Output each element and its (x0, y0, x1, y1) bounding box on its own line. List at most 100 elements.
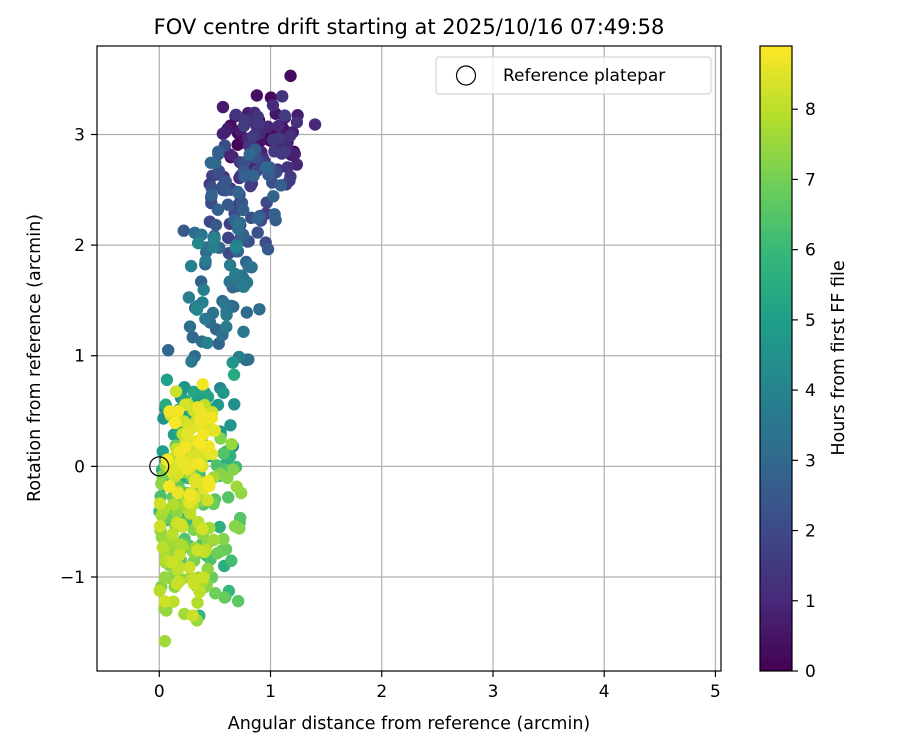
scatter-point (181, 427, 194, 441)
colorbar-tick-label: 8 (805, 100, 816, 120)
scatter-point (183, 488, 197, 502)
scatter-point (199, 312, 212, 326)
reference-platepar-point (149, 456, 170, 477)
colorbar-tick-label: 4 (805, 381, 816, 401)
scatter-point (308, 118, 322, 131)
scatter-point (272, 119, 285, 133)
scatter-point (170, 577, 184, 591)
scatter-point (207, 241, 220, 254)
scatter-point (230, 480, 243, 493)
x-axis-label: Angular distance from reference (arcmin) (228, 714, 591, 734)
scatter-point (186, 609, 200, 622)
scatter-point (219, 175, 232, 188)
colorbar-gradient (759, 45, 793, 672)
scatter-point (251, 212, 265, 225)
scatter-point (205, 411, 219, 425)
scatter-point (251, 226, 264, 239)
scatter-point (182, 291, 196, 304)
scatter-point (224, 419, 237, 432)
scatter-point (165, 555, 178, 569)
scatter-point (183, 320, 197, 333)
scatter-point (233, 216, 247, 229)
x-tick-label: 4 (599, 682, 610, 702)
scatter-point (216, 100, 230, 114)
scatter-point (171, 486, 185, 500)
x-tick-label: 3 (488, 682, 499, 702)
chart-title: FOV centre drift starting at 2025/10/16 … (154, 15, 665, 39)
legend-label: Reference platepar (503, 66, 665, 86)
scatter-point (221, 198, 235, 211)
scatter-point (209, 587, 222, 600)
scatter-point (211, 547, 224, 560)
scatter-point (219, 184, 232, 197)
scatter-point (207, 533, 220, 547)
x-tick-label: 5 (710, 682, 721, 702)
scatter-point (272, 132, 286, 145)
scatter-point (237, 280, 250, 293)
scatter-point (229, 108, 243, 121)
scatter-point (247, 169, 260, 183)
x-tick-label: 2 (376, 682, 387, 702)
scatter-point (290, 116, 304, 129)
scatter-point (167, 595, 180, 608)
scatter-point (242, 260, 255, 273)
scatter-point (212, 145, 225, 158)
scatter-point (194, 412, 207, 426)
colorbar-tick-label: 6 (805, 241, 816, 261)
legend-box (435, 56, 712, 95)
scatter-point (228, 520, 242, 533)
y-tick-label: 1 (74, 347, 85, 367)
colorbar-tick-label: 3 (805, 451, 816, 471)
scatter-point (191, 544, 204, 557)
scatter-point (275, 90, 289, 103)
scatter-point (208, 424, 221, 437)
scatter-point (158, 595, 171, 608)
plot-area-frame (96, 45, 722, 672)
scatter-point (225, 438, 238, 451)
scatter-point (222, 231, 235, 245)
scatter-point (225, 554, 238, 567)
scatter-point (253, 303, 266, 316)
scatter-point (192, 457, 205, 470)
scatter-point (226, 356, 239, 369)
scatter-point (220, 308, 233, 322)
scatter-point (240, 306, 254, 319)
scatter-point (237, 325, 250, 338)
scatter-point (173, 548, 186, 561)
scatter-point (177, 224, 190, 237)
scatter-point (244, 179, 257, 193)
colorbar-tick-label: 7 (805, 170, 816, 190)
scatter-point (183, 507, 197, 520)
scatter-point (231, 594, 245, 608)
legend-marker-open-circle (455, 65, 477, 86)
scatter-point (175, 518, 188, 531)
scatter-point (167, 498, 180, 511)
scatter-point (267, 190, 280, 203)
scatter-point (284, 69, 297, 83)
scatter-point (259, 161, 273, 174)
scatter-point (278, 109, 291, 122)
scatter-point (217, 532, 230, 546)
scatter-point (205, 188, 218, 202)
legend: Reference platepar (435, 56, 712, 95)
scatter-point (191, 236, 205, 250)
scatter-point (209, 218, 223, 232)
y-tick-label: 0 (74, 457, 85, 477)
scatter-point (153, 497, 167, 510)
scatter-point (169, 385, 183, 398)
scatter-point (169, 416, 182, 430)
scatter-point (274, 179, 288, 192)
scatter-point (237, 119, 251, 132)
scatter-points (153, 69, 322, 648)
scatter-point (161, 344, 175, 357)
scatter-point (238, 170, 251, 183)
y-axis-label: Rotation from reference (arcmin) (25, 214, 45, 502)
scatter-point (160, 373, 174, 387)
scatter-point (217, 386, 230, 400)
scatter-point (197, 283, 210, 296)
scatter-point (203, 479, 216, 493)
scatter-point (283, 129, 297, 142)
colorbar-label: Hours from first FF file (829, 260, 849, 455)
scatter-point (237, 203, 250, 217)
scatter-point (227, 368, 241, 381)
